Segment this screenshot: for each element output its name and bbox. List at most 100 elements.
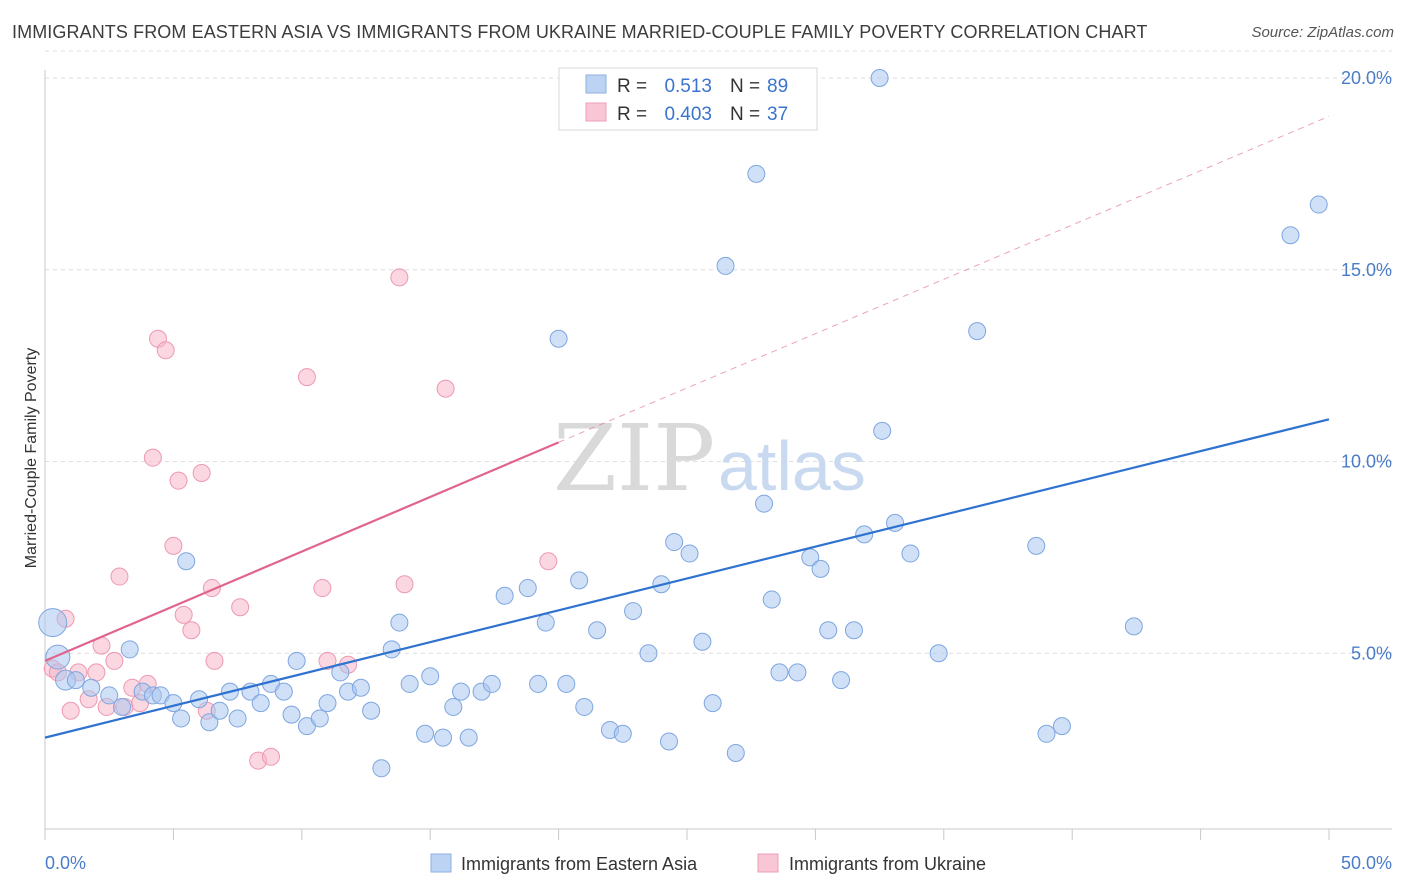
- eastern-asia-point: [390, 613, 409, 632]
- eastern-asia-point: [228, 709, 247, 728]
- eastern-asia-point: [318, 694, 337, 713]
- eastern-asia-point: [929, 644, 948, 663]
- eastern-asia-point: [434, 728, 453, 747]
- eastern-asia-point: [362, 701, 381, 720]
- ukraine-point: [539, 552, 558, 571]
- legend-r-value: 0.403: [664, 104, 712, 125]
- eastern-asia-point: [844, 621, 863, 640]
- eastern-asia-point: [200, 713, 219, 732]
- eastern-asia-point: [120, 640, 139, 659]
- bottom-legend: Immigrants from Eastern Asia Immigrants …: [430, 853, 986, 874]
- eastern-asia-point: [811, 559, 830, 578]
- eastern-asia-point: [575, 697, 594, 716]
- legend-n-label: N =: [730, 76, 760, 97]
- eastern-asia-point: [452, 682, 471, 701]
- eastern-asia-points: [38, 69, 1328, 778]
- eastern-asia-point: [177, 552, 196, 571]
- eastern-asia-point: [172, 709, 191, 728]
- eastern-asia-point: [287, 651, 306, 670]
- ukraine-point: [110, 567, 129, 586]
- watermark-zip: ZIP: [553, 405, 715, 512]
- ukraine-point: [231, 598, 250, 617]
- eastern-asia-point: [38, 608, 68, 638]
- ukraine-point: [105, 651, 124, 670]
- ukraine-point: [395, 575, 414, 594]
- eastern-asia-point: [613, 724, 632, 743]
- trend-lines: [44, 115, 1330, 739]
- ukraine-point: [143, 448, 162, 467]
- eastern-asia-point: [747, 164, 766, 183]
- eastern-asia-point: [901, 544, 920, 563]
- ukraine-point: [261, 747, 280, 766]
- eastern-asia-point: [400, 674, 419, 693]
- ukraine-trend-extension: [558, 115, 1330, 443]
- bottom-legend-label-ukraine: Immigrants from Ukraine: [789, 854, 986, 874]
- eastern-asia-point: [1124, 617, 1143, 636]
- eastern-asia-point: [416, 724, 435, 743]
- y-tick-labels: 5.0% 10.0% 15.0% 20.0%: [1341, 68, 1392, 663]
- y-axis-title: Married-Couple Family Poverty: [23, 348, 40, 569]
- chart-title: IMMIGRANTS FROM EASTERN ASIA VS IMMIGRAN…: [12, 22, 1148, 42]
- eastern-asia-point: [624, 602, 643, 621]
- ukraine-point: [205, 651, 224, 670]
- eastern-asia-point: [726, 743, 745, 762]
- ukraine-point: [313, 579, 332, 598]
- y-tick-label: 10.0%: [1341, 452, 1392, 472]
- eastern-asia-point: [680, 544, 699, 563]
- eastern-asia-point: [570, 571, 589, 590]
- source-label: Source: ZipAtlas.com: [1251, 24, 1394, 41]
- x-tick-label-min: 0.0%: [45, 853, 86, 873]
- eastern-asia-point: [755, 494, 774, 513]
- eastern-asia-point: [693, 632, 712, 651]
- ukraine-point: [182, 621, 201, 640]
- ukraine-point: [318, 651, 337, 670]
- eastern-asia-point: [274, 682, 293, 701]
- bottom-legend-swatch-blue: [430, 853, 452, 873]
- bottom-legend-swatch-pink: [757, 853, 779, 873]
- eastern-asia-point: [557, 674, 576, 693]
- eastern-asia-point: [703, 694, 722, 713]
- legend-n-value: 89: [767, 76, 788, 97]
- ukraine-point: [164, 536, 183, 555]
- eastern-asia-point: [1052, 717, 1071, 736]
- eastern-asia-point: [665, 533, 684, 552]
- ukraine-trend-line: [44, 441, 560, 662]
- y-tick-label: 20.0%: [1341, 68, 1392, 88]
- ukraine-point: [61, 701, 80, 720]
- eastern-asia-point: [832, 671, 851, 690]
- legend-box: R = 0.513 N = 89 R = 0.403 N = 37: [558, 67, 818, 131]
- eastern-asia-point: [1309, 195, 1328, 214]
- eastern-asia-point: [819, 621, 838, 640]
- ukraine-point: [297, 368, 316, 387]
- eastern-asia-point: [495, 586, 514, 605]
- x-tick-marks: [44, 829, 1330, 840]
- ukraine-point: [156, 341, 175, 360]
- y-tick-label: 15.0%: [1341, 260, 1392, 280]
- ukraine-point: [436, 379, 455, 398]
- eastern-asia-point: [762, 590, 781, 609]
- eastern-asia-point: [788, 663, 807, 682]
- ukraine-point: [192, 464, 211, 483]
- eastern-asia-point: [873, 421, 892, 440]
- eastern-asia-point: [770, 663, 789, 682]
- eastern-asia-point: [716, 256, 735, 275]
- eastern-asia-point: [639, 644, 658, 663]
- eastern-asia-point: [351, 678, 370, 697]
- eastern-asia-point: [210, 701, 229, 720]
- eastern-asia-point: [421, 667, 440, 686]
- legend-r-label: R =: [617, 104, 647, 125]
- y-tick-label: 5.0%: [1351, 643, 1392, 663]
- x-tick-label-max: 50.0%: [1341, 853, 1392, 873]
- ukraine-point: [169, 471, 188, 490]
- legend-swatch-pink: [585, 102, 607, 122]
- eastern-asia-point: [444, 697, 463, 716]
- legend-r-label: R =: [617, 76, 647, 97]
- bottom-legend-label-eastern-asia: Immigrants from Eastern Asia: [461, 854, 698, 874]
- eastern-asia-point: [310, 709, 329, 728]
- eastern-asia-point: [1281, 226, 1300, 245]
- eastern-asia-point: [82, 678, 101, 697]
- ukraine-point: [87, 663, 106, 682]
- eastern-asia-point: [660, 732, 679, 751]
- legend-r-value: 0.513: [664, 76, 712, 97]
